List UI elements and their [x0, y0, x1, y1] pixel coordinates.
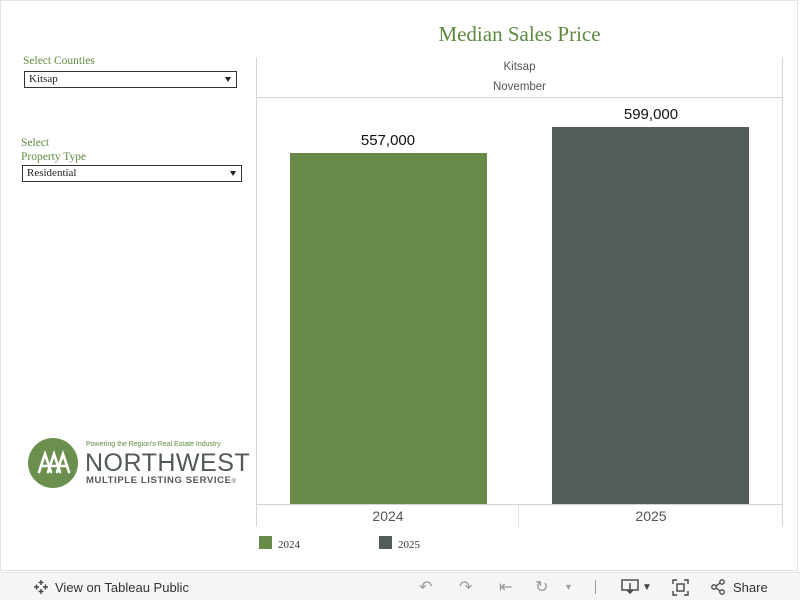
download-icon: [621, 579, 639, 594]
logo-name: NORTHWEST: [85, 449, 251, 477]
counties-filter-label: Select Counties: [23, 55, 95, 67]
bar-2024[interactable]: [290, 153, 487, 504]
share-label: Share: [733, 579, 768, 595]
view-on-tableau-label: View on Tableau Public: [55, 579, 189, 595]
chart-header-county: Kitsap: [503, 61, 536, 73]
data-label-2025: 599,000: [623, 106, 679, 123]
legend-swatch-2025: [379, 536, 392, 549]
revert-icon[interactable]: ⇤: [499, 579, 513, 596]
data-label-2024: 557,000: [360, 132, 416, 149]
share-icon: [711, 579, 725, 595]
property-type-label-line2: Property Type: [21, 151, 87, 163]
refresh-dropdown-icon[interactable]: ▾: [566, 581, 572, 593]
chart-area: [256, 57, 783, 527]
legend-label-2024: 2024: [278, 539, 300, 551]
dropdown-arrow-icon: [230, 171, 236, 176]
counties-dropdown[interactable]: Kitsap: [24, 71, 237, 88]
logo-registered-mark: ®: [231, 479, 237, 485]
tableau-icon: [34, 580, 48, 594]
legend-item-2024[interactable]: 2024: [259, 536, 359, 551]
refresh-icon[interactable]: ↻: [535, 579, 549, 596]
nwmls-logo: Powering the Region's Real Estate Indust…: [28, 438, 250, 492]
x-axis-line: [256, 504, 783, 505]
legend-item-2025[interactable]: 2025: [379, 536, 479, 551]
fullscreen-icon: [672, 578, 689, 596]
property-type-dropdown[interactable]: Residential: [22, 165, 242, 182]
logo-subname: MULTIPLE LISTING SERVICE®: [86, 475, 237, 486]
legend-swatch-2024: [259, 536, 272, 549]
property-type-label-line1: Select: [21, 137, 50, 149]
fullscreen-button[interactable]: [672, 573, 689, 601]
legend-label-2025: 2025: [398, 539, 420, 551]
property-type-dropdown-value: Residential: [27, 167, 77, 179]
bar-2025[interactable]: [552, 127, 749, 504]
x-axis-separator: [518, 505, 519, 527]
logo-tagline: Powering the Region's Real Estate Indust…: [86, 441, 221, 448]
download-dropdown-icon: ▼: [642, 581, 652, 593]
counties-dropdown-value: Kitsap: [29, 73, 58, 85]
view-on-tableau-public-link[interactable]: View on Tableau Public: [33, 573, 189, 601]
dashboard-frame: Median Sales Price Select Counties Kitsa…: [0, 0, 798, 571]
download-button[interactable]: ▼: [621, 573, 652, 601]
undo-icon[interactable]: ↶: [419, 579, 433, 596]
x-tick-label-2025: 2025: [635, 508, 667, 524]
redo-icon[interactable]: ↷: [459, 579, 473, 596]
toolbar-divider: [595, 580, 596, 594]
dropdown-arrow-icon: [225, 77, 231, 82]
chart-header-month: November: [492, 81, 547, 93]
chart-header-divider: [256, 97, 783, 98]
logo-subname-text: MULTIPLE LISTING SERVICE: [86, 475, 232, 486]
share-button[interactable]: Share: [710, 573, 768, 601]
nwmls-tree-icon: [28, 438, 78, 488]
property-type-filter-label: Select Property Type: [21, 136, 86, 164]
x-tick-label-2024: 2024: [372, 508, 404, 524]
tableau-toolbar: View on Tableau Public ↶ ↷ ⇤ ↻ ▾ ▼ Share: [0, 572, 800, 600]
dashboard-title: Median Sales Price: [438, 22, 601, 46]
